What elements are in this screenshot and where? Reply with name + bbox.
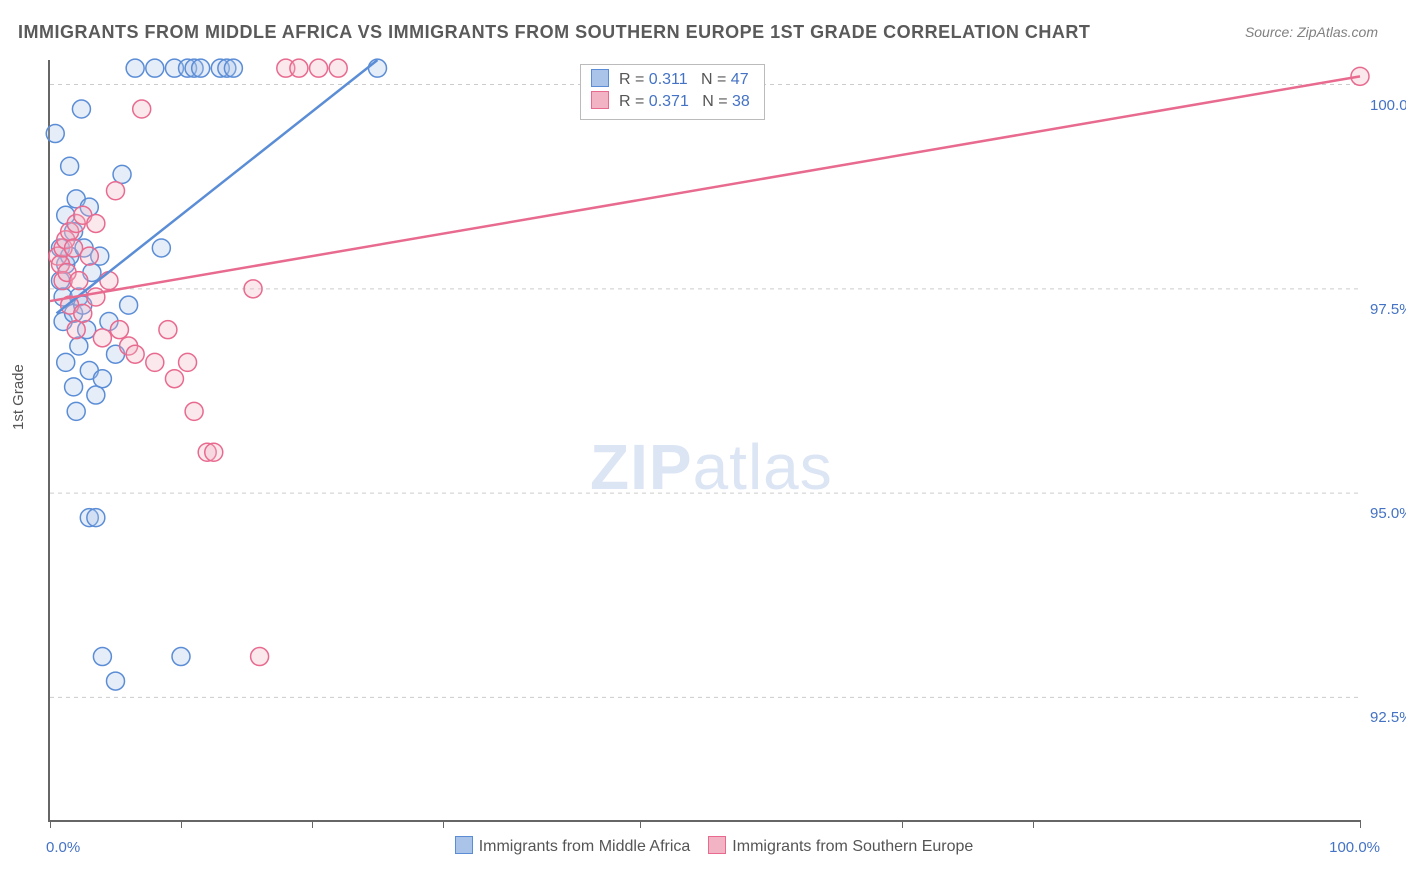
data-point xyxy=(67,321,85,339)
y-tick-label: 100.0% xyxy=(1370,97,1406,114)
data-point xyxy=(87,509,105,527)
stats-row: R = 0.371 N = 38 xyxy=(591,91,750,113)
y-tick-label: 95.0% xyxy=(1370,505,1406,522)
source-label: Source: ZipAtlas.com xyxy=(1245,24,1378,40)
x-tick xyxy=(902,820,903,828)
chart-svg xyxy=(50,60,1360,820)
data-point xyxy=(110,321,128,339)
legend-swatch xyxy=(455,836,473,854)
data-point xyxy=(72,100,90,118)
legend-swatch xyxy=(591,69,609,87)
x-tick xyxy=(50,820,51,828)
data-point xyxy=(126,59,144,77)
series-legend: Immigrants from Middle Africa Immigrants … xyxy=(50,836,1360,856)
data-point xyxy=(172,648,190,666)
data-point xyxy=(93,648,111,666)
y-axis-label: 1st Grade xyxy=(10,364,27,430)
data-point xyxy=(224,59,242,77)
data-point xyxy=(57,353,75,371)
data-point xyxy=(152,239,170,257)
legend-label: Immigrants from Southern Europe xyxy=(732,838,973,855)
data-point xyxy=(146,353,164,371)
data-point xyxy=(70,272,88,290)
legend-swatch xyxy=(591,91,609,109)
x-tick xyxy=(1033,820,1034,828)
stats-row: R = 0.311 N = 47 xyxy=(591,69,750,91)
data-point xyxy=(133,100,151,118)
data-point xyxy=(93,329,111,347)
data-point xyxy=(67,402,85,420)
data-point xyxy=(192,59,210,77)
data-point xyxy=(146,59,164,77)
trend-line xyxy=(57,60,378,313)
data-point xyxy=(244,280,262,298)
data-point xyxy=(65,378,83,396)
x-tick xyxy=(640,820,641,828)
data-point xyxy=(165,370,183,388)
data-point xyxy=(205,443,223,461)
data-point xyxy=(93,370,111,388)
data-point xyxy=(100,272,118,290)
legend-swatch xyxy=(708,836,726,854)
data-point xyxy=(113,165,131,183)
data-point xyxy=(369,59,387,77)
data-point xyxy=(159,321,177,339)
data-point xyxy=(120,296,138,314)
data-point xyxy=(80,247,98,265)
legend-label: Immigrants from Middle Africa xyxy=(479,838,691,855)
y-tick-label: 97.5% xyxy=(1370,301,1406,318)
data-point xyxy=(251,648,269,666)
data-point xyxy=(87,288,105,306)
data-point xyxy=(107,182,125,200)
data-point xyxy=(61,157,79,175)
x-tick xyxy=(312,820,313,828)
x-tick xyxy=(1360,820,1361,828)
data-point xyxy=(179,353,197,371)
data-point xyxy=(87,214,105,232)
data-point xyxy=(87,386,105,404)
data-point xyxy=(70,337,88,355)
data-point xyxy=(74,304,92,322)
data-point xyxy=(329,59,347,77)
y-tick-label: 92.5% xyxy=(1370,709,1406,726)
data-point xyxy=(46,125,64,143)
data-point xyxy=(126,345,144,363)
data-point xyxy=(107,672,125,690)
x-tick xyxy=(443,820,444,828)
data-point xyxy=(290,59,308,77)
x-tick xyxy=(181,820,182,828)
chart-title: IMMIGRANTS FROM MIDDLE AFRICA VS IMMIGRA… xyxy=(18,22,1090,43)
data-point xyxy=(185,402,203,420)
plot-area: ZIPatlas 92.5%95.0%97.5%100.0% 0.0% 100.… xyxy=(48,60,1360,822)
stats-legend: R = 0.311 N = 47R = 0.371 N = 38 xyxy=(580,64,765,120)
data-point xyxy=(310,59,328,77)
